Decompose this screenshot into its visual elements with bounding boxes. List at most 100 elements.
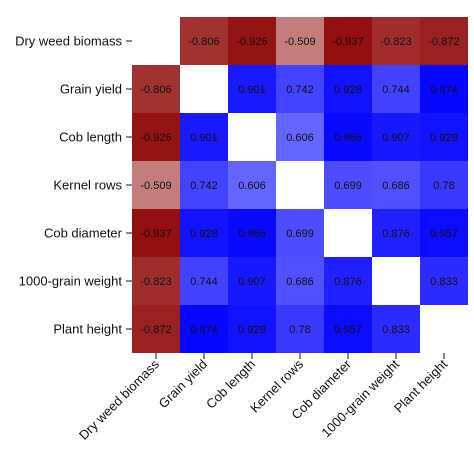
cell-value-label: 0.876 [334, 276, 362, 288]
heatmap-cell-kernel-rows-plant-height [420, 161, 468, 209]
cell-value-label: 0.606 [238, 180, 266, 192]
cell-value-label: 0.974 [190, 324, 218, 336]
cell-value-label: 0.929 [430, 132, 458, 144]
column-label-grain-yield: Grain yield [156, 357, 211, 412]
row-labels: Dry weed biomass Grain yield Cob length Ker… [15, 34, 132, 337]
row-label-dry-weed-biomass: Dry weed biomass [15, 34, 122, 49]
cell-value-label: 0.699 [286, 228, 314, 240]
heatmap-cell-cob-length-1000-grain-weight [372, 113, 420, 161]
heatmap-cell-kernel-rows-cob-length [228, 161, 276, 209]
cell-value-label: -0.872 [140, 324, 171, 336]
heatmap-cell-dry-weed-biomass-1000-grain-weight [372, 17, 420, 65]
cell-value-label: 0.929 [238, 324, 266, 336]
cell-value-label: 0.928 [334, 84, 362, 96]
heatmap-cell-dry-weed-biomass-grain-yield [180, 17, 228, 65]
heatmap-cell-kernel-rows-1000-grain-weight [372, 161, 420, 209]
cell-value-label: 0.974 [430, 84, 458, 96]
heatmap-cell-1000-grain-weight-dry-weed-biomass [132, 257, 180, 305]
heatmap-cell-grain-yield-cob-length [228, 65, 276, 113]
heatmap-cell-kernel-rows-grain-yield [180, 161, 228, 209]
diagonal-cell [276, 161, 324, 209]
heatmap-cell-kernel-rows-dry-weed-biomass [132, 161, 180, 209]
heatmap-cell-plant-height-dry-weed-biomass [132, 305, 180, 353]
heatmap-cell-plant-height-kernel-rows [276, 305, 324, 353]
heatmap-cell-cob-length-grain-yield [180, 113, 228, 161]
cell-value-label: -0.926 [140, 132, 171, 144]
cell-value-label: 0.78 [433, 180, 454, 192]
heatmap-cell-1000-grain-weight-plant-height [420, 257, 468, 305]
heatmap-cell-cob-diameter-dry-weed-biomass [132, 209, 180, 257]
cell-value-label: 0.907 [382, 132, 410, 144]
row-label-plant-height: Plant height [53, 322, 122, 337]
cell-value-label: 0.742 [286, 84, 314, 96]
row-label-cob-diameter: Cob diameter [44, 226, 123, 241]
heatmap-cell-grain-yield-1000-grain-weight [372, 65, 420, 113]
diagonal-cell [180, 65, 228, 113]
cell-value-label: -0.823 [140, 276, 171, 288]
cell-value-label: 0.686 [382, 180, 410, 192]
cell-value-label: -0.872 [428, 36, 459, 48]
heatmap-cell-dry-weed-biomass-plant-height [420, 17, 468, 65]
cell-value-label: 0.833 [430, 276, 458, 288]
cell-value-label: 0.744 [190, 276, 218, 288]
cell-value-label: -0.823 [380, 36, 411, 48]
cell-value-label: 0.966 [334, 132, 362, 144]
heatmap-cell-1000-grain-weight-kernel-rows [276, 257, 324, 305]
heatmap-cell-cob-diameter-grain-yield [180, 209, 228, 257]
cell-value-label: -0.926 [236, 36, 267, 48]
heatmap-cell-dry-weed-biomass-cob-length [228, 17, 276, 65]
heatmap-cell-grain-yield-dry-weed-biomass [132, 65, 180, 113]
heatmap-cell-cob-diameter-cob-length [228, 209, 276, 257]
heatmap-cell-dry-weed-biomass-cob-diameter [324, 17, 372, 65]
heatmap-cell-cob-diameter-kernel-rows [276, 209, 324, 257]
heatmap-cell-cob-diameter-1000-grain-weight [372, 209, 420, 257]
heatmap-cell-cob-length-plant-height [420, 113, 468, 161]
cell-value-label: 0.833 [382, 324, 410, 336]
heatmap-cell-plant-height-grain-yield [180, 305, 228, 353]
cell-value-label: -0.806 [140, 84, 171, 96]
cell-value-label: 0.742 [190, 180, 218, 192]
heatmap-cell-1000-grain-weight-grain-yield [180, 257, 228, 305]
heatmap-cell-cob-length-kernel-rows [276, 113, 324, 161]
column-label-dry-weed-biomass: Dry weed biomass [76, 356, 163, 443]
cell-value-label: 0.686 [286, 276, 314, 288]
cell-value-label: 0.966 [238, 228, 266, 240]
cell-value-label: 0.876 [382, 228, 410, 240]
diagonal-cell [132, 17, 180, 65]
cell-value-label: -0.937 [332, 36, 363, 48]
cell-value-label: 0.957 [430, 228, 458, 240]
heatmap-cell-1000-grain-weight-cob-length [228, 257, 276, 305]
cell-value-label: 0.699 [334, 180, 362, 192]
cell-value-label: -0.509 [140, 180, 171, 192]
diagonal-cell [228, 113, 276, 161]
diagonal-cell [372, 257, 420, 305]
cell-value-label: 0.78 [289, 324, 310, 336]
cell-value-label: 0.744 [382, 84, 410, 96]
row-label-grain-yield: Grain yield [60, 82, 122, 97]
heatmap-cell-dry-weed-biomass-kernel-rows [276, 17, 324, 65]
cell-value-label: -0.937 [140, 228, 171, 240]
heatmap-cell-grain-yield-cob-diameter [324, 65, 372, 113]
diagonal-cell [420, 305, 468, 353]
heatmap-cell-grain-yield-plant-height [420, 65, 468, 113]
cell-value-label: 0.901 [238, 84, 266, 96]
heatmap-cell-plant-height-cob-diameter [324, 305, 372, 353]
heatmap-cell-1000-grain-weight-cob-diameter [324, 257, 372, 305]
diagonal-cell [324, 209, 372, 257]
heatmap-cell-plant-height-cob-length [228, 305, 276, 353]
cell-value-label: 0.907 [238, 276, 266, 288]
cell-value-label: -0.806 [188, 36, 219, 48]
heatmap-cell-cob-length-dry-weed-biomass [132, 113, 180, 161]
heatmap-cells: -0.806 -0.926 -0.509 -0.937 -0.823 -0.872 -0.8… [132, 17, 468, 353]
row-label-1000-grain-weight: 1000-grain weight [19, 274, 123, 289]
cell-value-label: 0.901 [190, 132, 218, 144]
heatmap-cell-kernel-rows-cob-diameter [324, 161, 372, 209]
cell-value-label: -0.509 [284, 36, 315, 48]
heatmap-cell-grain-yield-kernel-rows [276, 65, 324, 113]
cell-value-label: 0.928 [190, 228, 218, 240]
heatmap-cell-plant-height-1000-grain-weight [372, 305, 420, 353]
row-label-cob-length: Cob length [59, 130, 122, 145]
cell-value-label: 0.957 [334, 324, 362, 336]
